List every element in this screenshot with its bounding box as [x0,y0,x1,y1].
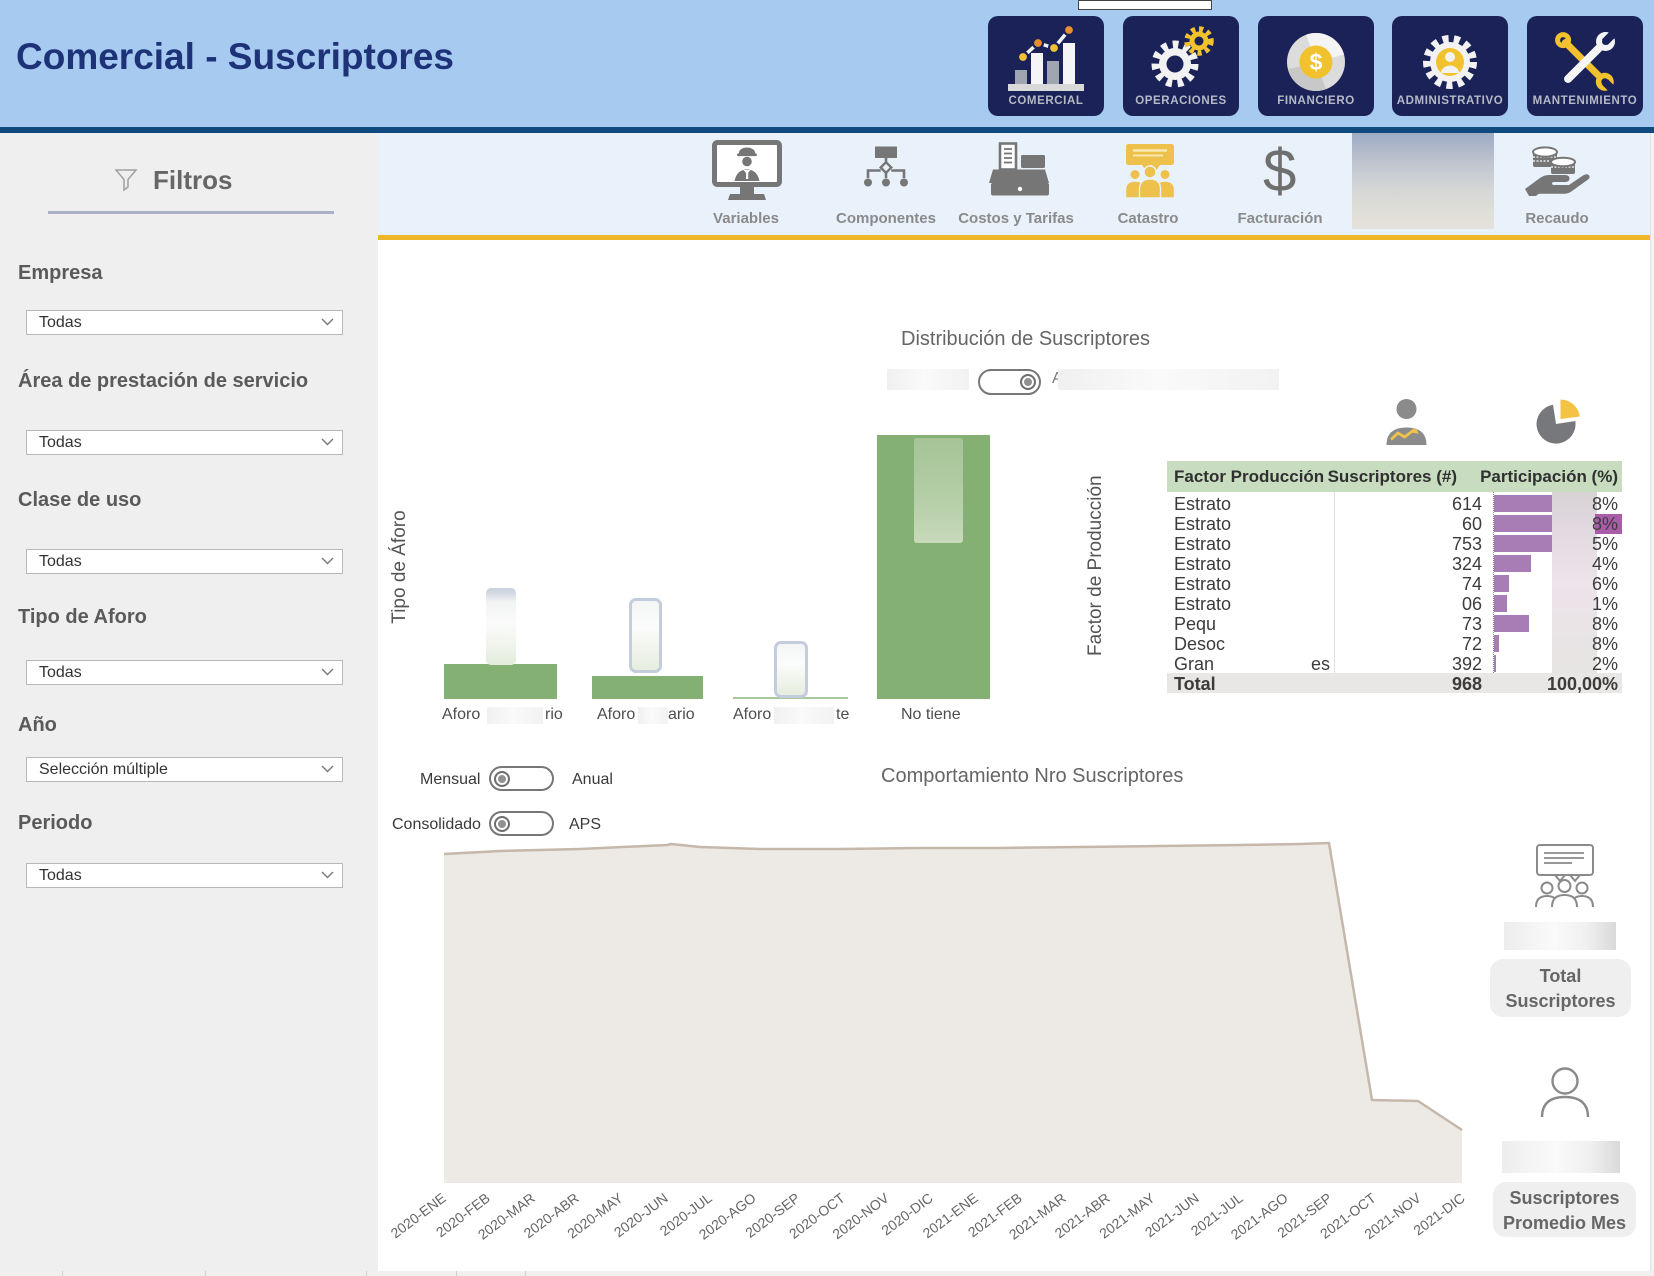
svg-text:$: $ [1310,49,1323,75]
